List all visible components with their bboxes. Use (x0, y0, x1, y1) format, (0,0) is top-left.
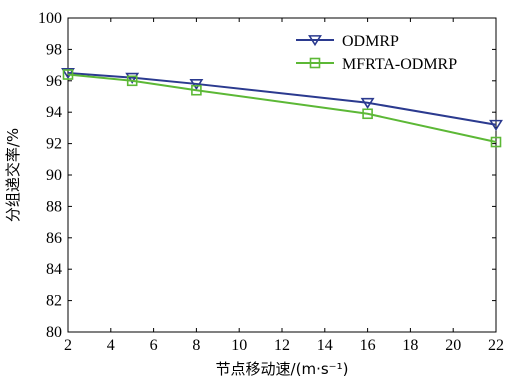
series-line (67, 73, 497, 144)
y-tick-label: 84 (46, 261, 62, 278)
legend: ODMRP MFRTA-ODMRP (296, 33, 457, 73)
data-point (489, 119, 503, 131)
legend-marker (308, 35, 322, 47)
legend-marker (309, 57, 321, 69)
data-point (360, 97, 375, 109)
y-tick-label: 94 (46, 104, 62, 121)
data-point (189, 79, 204, 91)
y-tick-label: 90 (46, 167, 62, 184)
x-tick-label: 14 (317, 337, 333, 354)
y-tick-label: 88 (46, 198, 62, 215)
y-tick-label: 92 (46, 136, 62, 153)
legend-label: ODMRP (342, 33, 399, 50)
series-1 (61, 68, 503, 131)
y-tick-label: 96 (46, 73, 62, 90)
x-tick-label: 18 (402, 337, 418, 354)
y-tick-label: 86 (46, 230, 62, 247)
x-axis-title: 节点移动速/(m·s⁻¹) (216, 360, 349, 378)
data-point (362, 108, 373, 120)
data-point (125, 72, 140, 84)
data-point (191, 84, 202, 96)
y-axis: 80 82 84 86 88 90 92 94 96 98 100 (38, 10, 496, 341)
series-2 (62, 69, 502, 148)
x-tick-label: 6 (150, 337, 158, 354)
data-point (61, 68, 75, 80)
series-line (67, 71, 497, 126)
x-tick-label: 10 (231, 337, 247, 354)
series-layer (61, 68, 503, 148)
legend-label: MFRTA-ODMRP (342, 56, 457, 73)
data-point (126, 75, 138, 87)
x-tick-label: 4 (107, 337, 115, 354)
y-tick-label: 82 (46, 293, 62, 310)
data-point (62, 69, 74, 80)
y-axis-title: 分组递交率/% (4, 128, 22, 222)
y-tick-label: 100 (38, 10, 62, 27)
x-tick-label: 16 (360, 337, 376, 354)
x-tick-label: 8 (192, 337, 200, 354)
y-tick-label: 80 (46, 324, 62, 341)
x-tick-label: 22 (488, 337, 504, 354)
x-tick-label: 2 (64, 337, 72, 354)
x-tick-label: 20 (445, 337, 461, 354)
x-tick-label: 12 (274, 337, 290, 354)
data-point (490, 136, 502, 148)
y-tick-label: 98 (46, 41, 62, 58)
x-axis: 2 4 6 8 10 12 14 16 18 20 22 (64, 18, 504, 354)
